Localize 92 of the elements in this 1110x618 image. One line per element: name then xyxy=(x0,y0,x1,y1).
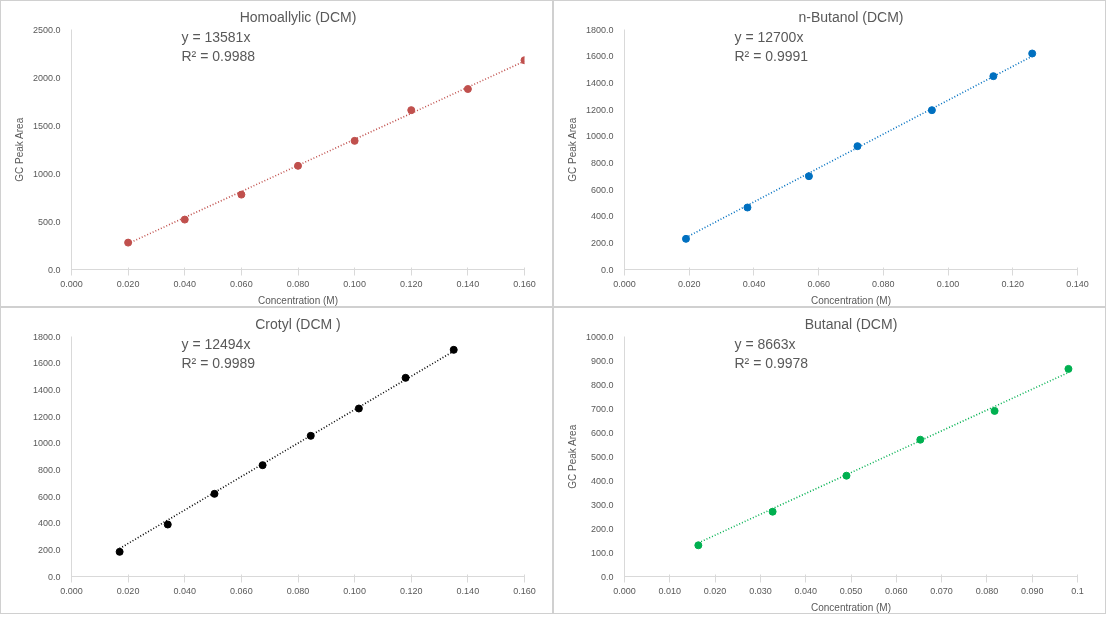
x-tick-label: 0.1 xyxy=(1071,585,1084,596)
x-axis-title: Concentration (M) xyxy=(810,601,892,613)
x-tick-label: 0.080 xyxy=(286,585,310,596)
x-tick-label: 0.000 xyxy=(60,278,83,289)
x-tick-label: 0.040 xyxy=(173,585,197,596)
x-tick-label: 0.140 xyxy=(456,278,480,289)
y-tick-label: 800.0 xyxy=(590,379,614,390)
x-tick-label: 0.040 xyxy=(173,278,197,289)
x-tick-label: 0.020 xyxy=(677,278,701,289)
y-tick-label: 2000.0 xyxy=(32,72,61,83)
y-tick-label: 1000.0 xyxy=(585,131,614,142)
annotation: R² = 0.9988 xyxy=(181,47,256,64)
chart-title: Butanal (DCM) xyxy=(804,315,898,332)
y-tick-label: 1000.0 xyxy=(32,438,61,449)
x-tick-label: 0.090 xyxy=(1020,585,1044,596)
x-tick-label: 0.070 xyxy=(930,585,953,596)
y-tick-label: 1200.0 xyxy=(32,411,61,422)
annotation: R² = 0.9989 xyxy=(181,354,256,371)
y-tick-label: 900.0 xyxy=(590,355,614,366)
y-tick-label: 400.0 xyxy=(590,211,614,222)
y-tick-label: 0.0 xyxy=(47,571,61,582)
x-tick-label: 0.080 xyxy=(286,278,310,289)
y-tick-label: 0.0 xyxy=(600,264,614,275)
x-tick-label: 0.120 xyxy=(1001,278,1025,289)
annotation: R² = 0.9978 xyxy=(734,354,809,371)
x-tick-label: 0.000 xyxy=(613,585,636,596)
x-tick-label: 0.020 xyxy=(116,278,140,289)
x-tick-label: 0.030 xyxy=(749,585,772,596)
y-tick-label: 300.0 xyxy=(590,499,614,510)
x-tick-label: 0.020 xyxy=(703,585,727,596)
x-tick-label: 0.120 xyxy=(399,585,423,596)
y-tick-label: 600.0 xyxy=(37,491,61,502)
x-tick-label: 0.140 xyxy=(1066,278,1089,289)
x-tick-label: 0.080 xyxy=(872,278,895,289)
x-tick-label: 0.060 xyxy=(807,278,830,289)
x-tick-label: 0.020 xyxy=(116,585,140,596)
x-tick-label: 0.160 xyxy=(513,585,536,596)
y-tick-label: 200.0 xyxy=(37,544,61,555)
y-tick-label: 0.0 xyxy=(47,264,61,275)
y-tick-label: 600.0 xyxy=(590,184,614,195)
x-tick-label: 0.000 xyxy=(60,585,83,596)
x-tick-label: 0.060 xyxy=(230,278,253,289)
annotation: y = 12700x xyxy=(734,28,804,45)
y-tick-label: 1000.0 xyxy=(585,331,614,342)
y-tick-label: 500.0 xyxy=(37,216,61,227)
chart-title: n-Butanol (DCM) xyxy=(798,8,904,25)
x-tick-label: 0.100 xyxy=(936,278,960,289)
y-tick-label: 700.0 xyxy=(590,403,614,414)
x-tick-label: 0.120 xyxy=(399,278,423,289)
y-tick-label: 100.0 xyxy=(590,547,614,558)
x-tick-label: 0.060 xyxy=(230,585,253,596)
y-axis-title: GC Peak Area xyxy=(566,424,578,489)
x-tick-label: 0.100 xyxy=(343,278,366,289)
x-tick-label: 0.010 xyxy=(658,585,682,596)
y-tick-label: 400.0 xyxy=(590,475,614,486)
y-tick-label: 1500.0 xyxy=(32,120,61,131)
y-tick-label: 600.0 xyxy=(590,427,614,438)
y-tick-label: 800.0 xyxy=(590,157,614,168)
x-tick-label: 0.140 xyxy=(456,585,480,596)
y-tick-label: 1200.0 xyxy=(585,104,614,115)
y-tick-label: 0.0 xyxy=(600,571,614,582)
y-tick-label: 2500.0 xyxy=(32,24,61,35)
chart-title: Crotyl (DCM ) xyxy=(255,315,341,332)
y-tick-label: 1400.0 xyxy=(585,77,614,88)
x-tick-label: 0.050 xyxy=(839,585,863,596)
y-tick-label: 1600.0 xyxy=(585,51,614,62)
x-tick-label: 0.060 xyxy=(885,585,908,596)
y-tick-label: 500.0 xyxy=(590,451,614,462)
y-axis-title: GC Peak Area xyxy=(566,117,578,182)
annotation: y = 8663x xyxy=(734,335,796,352)
x-tick-label: 0.100 xyxy=(343,585,366,596)
y-tick-label: 1000.0 xyxy=(32,168,61,179)
y-tick-label: 400.0 xyxy=(37,518,61,529)
x-tick-label: 0.040 xyxy=(742,278,766,289)
y-tick-label: 1800.0 xyxy=(585,24,614,35)
x-tick-label: 0.000 xyxy=(613,278,636,289)
y-tick-label: 1800.0 xyxy=(32,331,61,342)
x-tick-label: 0.080 xyxy=(975,585,999,596)
x-tick-label: 0.160 xyxy=(513,278,536,289)
annotation: y = 13581x xyxy=(181,28,251,45)
annotation: R² = 0.9991 xyxy=(734,47,809,64)
chart-title: Homoallylic (DCM) xyxy=(239,8,357,25)
annotation: y = 12494x xyxy=(181,335,251,352)
y-tick-label: 200.0 xyxy=(590,523,614,534)
y-tick-label: 200.0 xyxy=(590,237,614,248)
x-axis-title: Concentration (M) xyxy=(810,294,892,306)
y-axis-title: GC Peak Area xyxy=(13,117,25,182)
y-tick-label: 1400.0 xyxy=(32,384,61,395)
x-tick-label: 0.040 xyxy=(794,585,817,596)
y-tick-label: 1600.0 xyxy=(32,358,61,369)
y-tick-label: 800.0 xyxy=(37,464,61,475)
x-axis-title: Concentration (M) xyxy=(257,294,339,306)
